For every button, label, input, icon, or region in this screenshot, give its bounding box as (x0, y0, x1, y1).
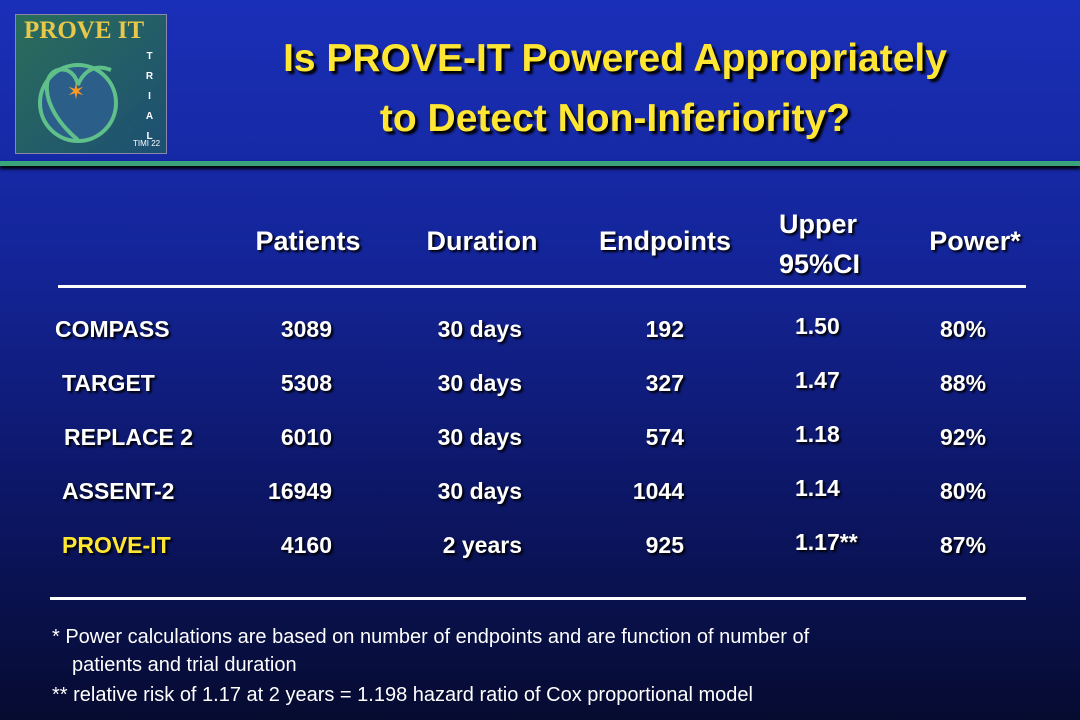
table-cell: 1.14 (795, 475, 840, 501)
table-cell: 1.17** (795, 529, 858, 555)
table-cell: 925 (645, 532, 684, 558)
table-cell: 4160 (280, 532, 332, 558)
table-cell: 30 days (437, 424, 522, 450)
table-cell: 1.47 (795, 367, 840, 393)
table-cell: 80% (940, 478, 987, 504)
logo-art: ✶ (38, 63, 118, 143)
table-cell: 1.18 (795, 421, 840, 447)
table-cell: 16949 (268, 478, 332, 504)
title-rule (0, 161, 1080, 166)
table-cell: 2 years (442, 532, 522, 558)
table-cell: 88% (940, 370, 987, 396)
column-header: Endpoints (599, 226, 731, 256)
table-cell: 3089 (280, 316, 332, 342)
logo-side: TRIAL (144, 51, 155, 151)
table-cell: 92% (940, 424, 987, 450)
table-cell: 6010 (280, 424, 332, 450)
row-name: REPLACE 2 (64, 424, 194, 450)
table-cell: 30 days (437, 316, 522, 342)
logo-tag: TIMI 22 (133, 139, 161, 148)
column-header: Power* (929, 226, 1021, 256)
footnote: * Power calculations are based on number… (52, 626, 810, 648)
table-cell: 30 days (437, 370, 522, 396)
column-header: Upper 95%CI (779, 209, 861, 279)
row-name: PROVE-IT (62, 532, 171, 558)
table-cell: 87% (940, 532, 987, 558)
logo: ✶ PROVE IT TRIAL TIMI 22 (15, 14, 167, 154)
table-cell: 327 (645, 370, 684, 396)
table-cell: 30 days (437, 478, 522, 504)
footer-rule (50, 597, 1026, 600)
title-line: to Detect Non-Inferiority? (379, 97, 851, 140)
table-cell: 574 (645, 424, 684, 450)
table-cell: 1044 (632, 478, 684, 504)
table-cell: 192 (645, 316, 684, 342)
row-name: TARGET (62, 370, 155, 396)
column-header: Patients (255, 226, 361, 256)
footnote: patients and trial duration (72, 654, 297, 676)
table-cell: 80% (940, 316, 987, 342)
logo-name: PROVE IT (24, 17, 145, 44)
svg-text:✶: ✶ (67, 79, 85, 104)
row-name: ASSENT-2 (62, 478, 175, 504)
row-name: COMPASS (55, 316, 170, 342)
table-cell: 5308 (280, 370, 332, 396)
title-line: Is PROVE-IT Powered Appropriately (283, 37, 947, 80)
table-cell: 1.50 (795, 313, 840, 339)
column-header: Duration (426, 226, 538, 256)
footnote: ** relative risk of 1.17 at 2 years = 1.… (52, 684, 753, 706)
header-rule (58, 285, 1026, 288)
